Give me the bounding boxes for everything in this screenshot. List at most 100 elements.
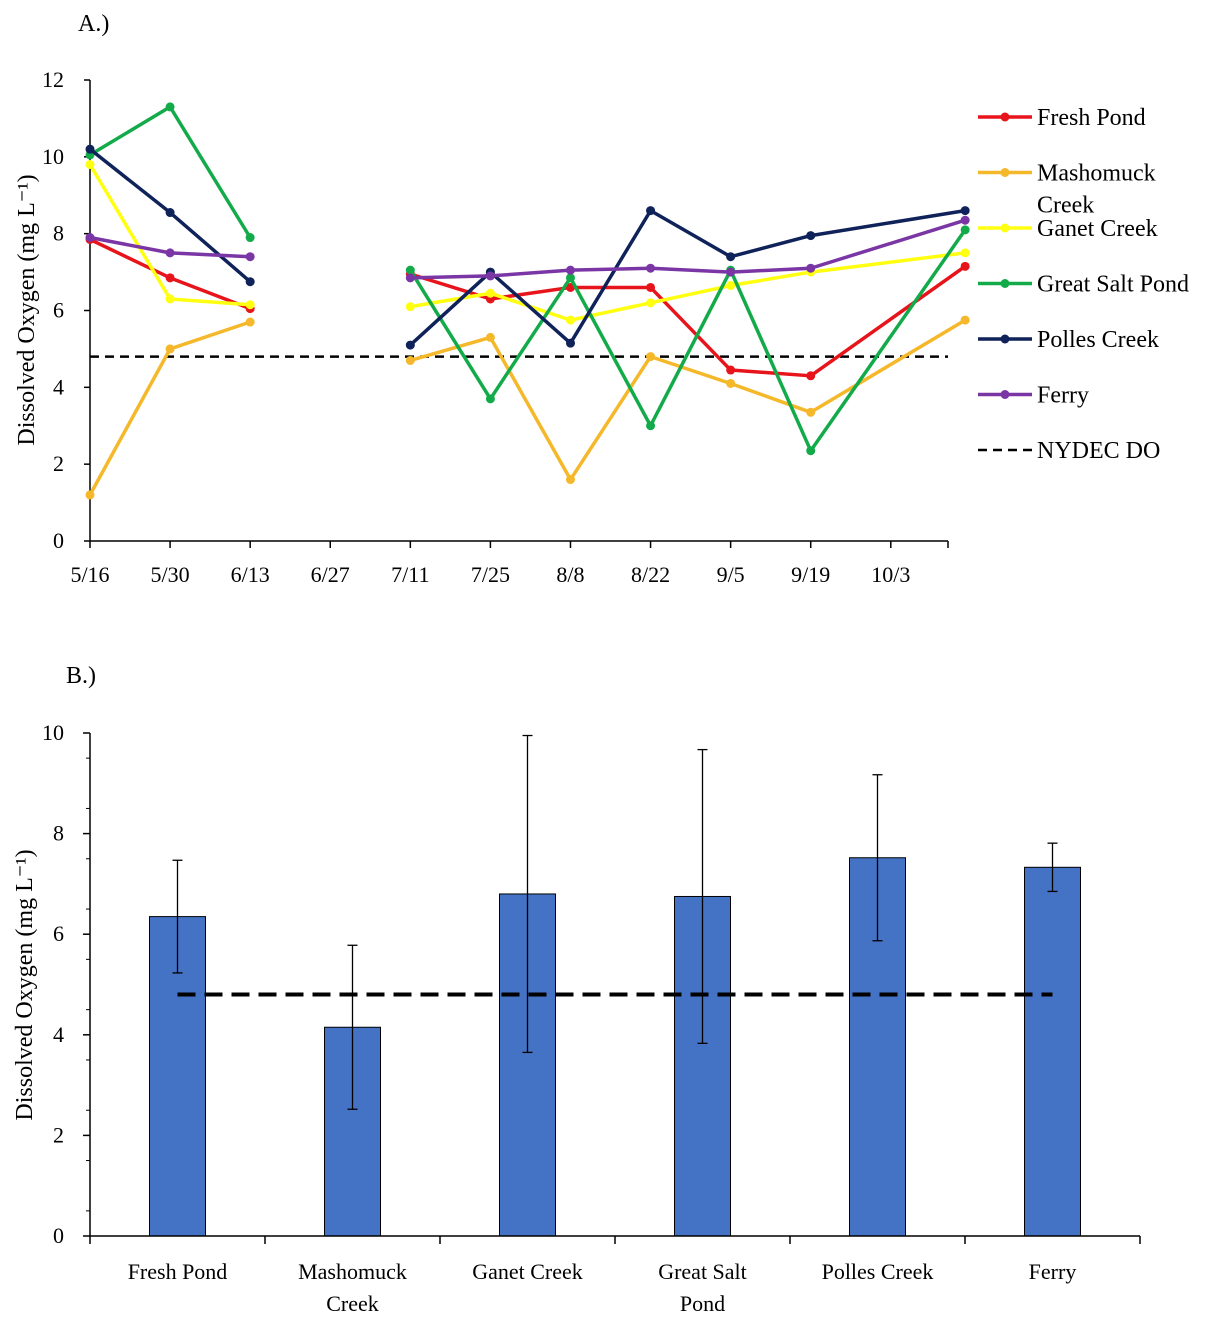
y-tick-label: 2 (53, 451, 64, 476)
panel-b-error-bars (172, 734, 1058, 1110)
x-tick-label: 5/16 (70, 562, 109, 587)
y-tick-label: 6 (53, 298, 64, 323)
data-point (646, 282, 656, 292)
error-bar (172, 859, 183, 974)
data-point (726, 267, 736, 277)
legend-label-line: Creek (1037, 193, 1094, 219)
data-point (245, 277, 255, 287)
legend-label: Mashomuck Creek (1037, 161, 1156, 219)
panel-a-line-chart: A.) Dissolved Oxygen (mg L⁻¹) 0 2 4 6 8 10 12 5… (14, 11, 1189, 587)
panel-a-axes: 0 2 4 6 8 10 12 5/16 5/30 6/13 6/27 7/11 7/25 8/8 8/22… (42, 67, 949, 587)
legend-marker (1000, 334, 1010, 344)
data-point (405, 340, 415, 350)
y-tick-label: 4 (53, 374, 64, 399)
legend-label: NYDEC DO (1037, 438, 1160, 464)
error-bar (697, 748, 708, 1045)
data-point (565, 338, 575, 348)
legend-label: Great Salt Pond (1037, 272, 1189, 298)
data-point (806, 446, 816, 456)
x-category-label-line: Polles Creek (822, 1259, 934, 1284)
data-point (405, 355, 415, 365)
x-category-label: Polles Creek (822, 1259, 934, 1284)
x-tick-label: 7/11 (391, 562, 429, 587)
data-point (245, 252, 255, 262)
x-category-label: Great Salt Pond (658, 1259, 747, 1316)
data-point (165, 102, 175, 112)
x-tick-label: 5/30 (151, 562, 190, 587)
legend-label: Ferry (1037, 383, 1089, 409)
data-point (726, 281, 736, 291)
data-point (565, 265, 575, 275)
data-point (565, 315, 575, 325)
data-point (245, 317, 255, 327)
data-point (85, 490, 95, 500)
x-category-label: Ferry (1029, 1259, 1077, 1284)
y-tick-label: 10 (42, 720, 64, 745)
data-point (806, 407, 816, 417)
data-point (485, 271, 495, 281)
x-tick-label: 8/22 (631, 562, 670, 587)
data-point (405, 302, 415, 312)
series-great-salt-pond (85, 102, 970, 456)
error-bar (522, 734, 533, 1054)
panel-a-label: A.) (78, 11, 109, 37)
legend-marker (1000, 168, 1010, 177)
legend-label: Ganet Creek (1037, 216, 1158, 242)
x-tick-label: 8/8 (556, 562, 584, 587)
error-bar (872, 774, 883, 942)
data-point (806, 263, 816, 273)
panel-a-y-axis-label: Dissolved Oxygen (mg L⁻¹) (14, 174, 40, 445)
data-point (165, 294, 175, 304)
data-point (646, 263, 656, 273)
panel-b-axes: 0 2 4 6 8 10 Fresh Pond Mashomuck Creek Ganet Cre… (42, 720, 1141, 1316)
data-point (85, 144, 95, 154)
data-point (646, 298, 656, 308)
series-line (89, 105, 252, 239)
data-point (646, 206, 656, 216)
x-tick-label: 7/25 (471, 562, 510, 587)
x-tick-label: 9/19 (791, 562, 830, 587)
data-point (646, 421, 656, 431)
legend-marker (1000, 112, 1010, 122)
data-point (960, 225, 970, 235)
panel-a-series (85, 102, 970, 500)
x-category-label: Mashomuck Creek (298, 1259, 407, 1316)
data-point (960, 248, 970, 258)
panel-b-bar-chart: B.) Dissolved Oxygen (mg L⁻¹) 0 2 4 6 8 10 Fre… (12, 663, 1141, 1316)
y-tick-label: 0 (53, 528, 64, 553)
data-point (960, 206, 970, 216)
x-tick-label: 6/27 (311, 562, 350, 587)
data-point (960, 315, 970, 325)
panel-b-bars (149, 857, 1081, 1237)
y-tick-label: 12 (42, 67, 64, 92)
legend-item: Fresh Pond (978, 105, 1146, 131)
data-point (165, 273, 175, 283)
data-point (646, 352, 656, 362)
data-point (165, 208, 175, 218)
series-line (88, 163, 251, 307)
data-point (165, 248, 175, 258)
error-bar (1047, 842, 1058, 893)
y-tick-label: 8 (53, 221, 64, 246)
y-tick-label: 4 (53, 1022, 64, 1047)
y-tick-label: 2 (53, 1122, 64, 1147)
data-point (960, 215, 970, 225)
x-category-label-line: Pond (680, 1291, 725, 1316)
data-point (806, 371, 816, 381)
data-point (165, 344, 175, 354)
panel-b-y-axis-label: Dissolved Oxygen (mg L⁻¹) (12, 849, 38, 1120)
legend-item: NYDEC DO (978, 438, 1160, 464)
y-tick-label: 8 (53, 821, 64, 846)
data-point (565, 273, 575, 283)
x-category-label-line: Ganet Creek (472, 1259, 583, 1284)
x-category-label: Fresh Pond (128, 1259, 228, 1284)
x-tick-label: 9/5 (717, 562, 745, 587)
y-tick-label: 10 (42, 144, 64, 169)
series-line (409, 264, 967, 378)
series-line (410, 251, 966, 322)
legend-item: Ferry (978, 383, 1089, 409)
y-tick-label: 0 (53, 1223, 64, 1248)
data-point (726, 252, 736, 262)
